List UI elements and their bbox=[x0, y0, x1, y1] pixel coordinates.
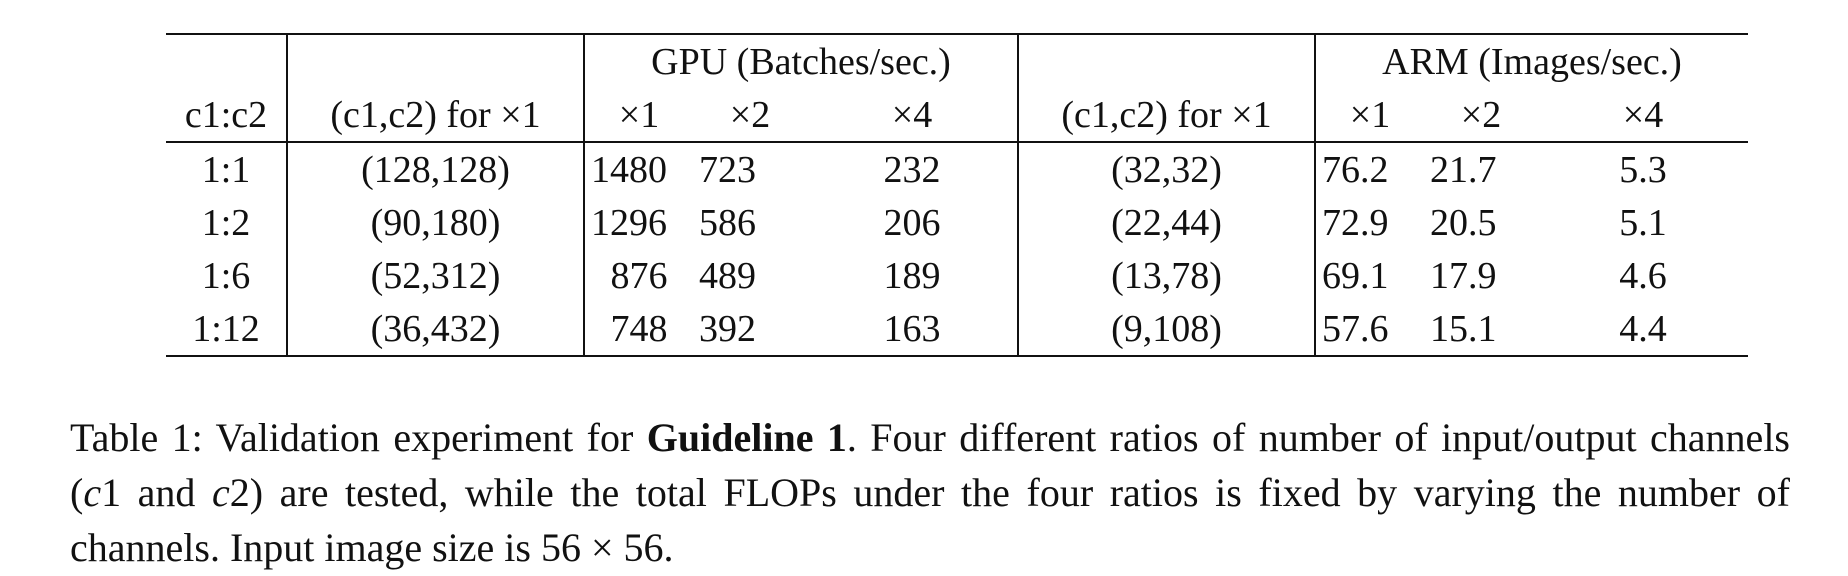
gpu-x1-cell: 1296 bbox=[591, 201, 667, 244]
arm-x1-cell: 72.9 bbox=[1322, 201, 1389, 244]
caption-label: Table 1: bbox=[70, 415, 203, 460]
caption-c1-symbol: c bbox=[83, 470, 102, 515]
arm-pair-cell: (32,32) bbox=[1018, 142, 1316, 196]
arm-x2-header: ×2 bbox=[1424, 88, 1538, 143]
arm-x2-cell: 20.5 bbox=[1430, 201, 1497, 244]
gpu-pair-cell: (90,180) bbox=[287, 196, 585, 249]
arm-x4-cell: 5.1 bbox=[1619, 201, 1667, 244]
gpu-pair-header: (c1,c2) for ×1 bbox=[287, 88, 585, 143]
gpu-x1-cell: 748 bbox=[584, 302, 693, 357]
gpu-x1-header: ×1 bbox=[584, 88, 693, 143]
arm-pair-cell: (13,78) bbox=[1018, 249, 1316, 302]
arm-x1-cell: 76.2 bbox=[1322, 148, 1389, 191]
gpu-x1-cell: 876 bbox=[610, 254, 668, 297]
arm-x4-cell: 4.4 bbox=[1538, 302, 1748, 357]
arm-x4-cell: 5.3 bbox=[1619, 148, 1667, 191]
table-row: 1:1 (128,128) 1480 723 232 (32,32) 76.2 … bbox=[166, 142, 1748, 196]
ratio-cell: 1:12 bbox=[166, 302, 288, 357]
table-row: 1:12 (36,432) 748 392 163 (9,108) 57.6 1… bbox=[166, 302, 1748, 357]
caption-c2-symbol: c bbox=[212, 470, 230, 515]
ratio-cell: 1:2 bbox=[166, 196, 288, 249]
arm-x4-cell: 4.6 bbox=[1619, 254, 1667, 297]
caption-text: ) are tested, while the total FLOPs unde… bbox=[70, 470, 1790, 570]
gpu-group-header: GPU (Batches/sec.) bbox=[584, 33, 1019, 88]
ratio-cell: 1:1 bbox=[166, 142, 288, 196]
arm-x1-header: ×1 bbox=[1315, 88, 1424, 143]
gpu-x2-cell: 723 bbox=[699, 148, 756, 191]
table-row: 1:2 (90,180) 1296 586 206 (22,44) 72.9 2… bbox=[166, 196, 1748, 249]
arm-group-header: ARM (Images/sec.) bbox=[1315, 33, 1748, 88]
arm-x1-cell: 57.6 bbox=[1315, 302, 1424, 357]
empty-header-cell bbox=[166, 33, 288, 88]
gpu-x2-cell: 392 bbox=[693, 302, 807, 357]
arm-x1-cell: 69.1 bbox=[1322, 254, 1389, 297]
gpu-x4-cell: 206 bbox=[807, 196, 1019, 249]
gpu-x2-header: ×2 bbox=[693, 88, 807, 143]
ratio-header: c1:c2 bbox=[166, 88, 288, 143]
arm-pair-cell: (22,44) bbox=[1018, 196, 1316, 249]
caption-c2-index: 2 bbox=[229, 470, 250, 515]
caption-text: Validation experiment for bbox=[215, 415, 634, 460]
gpu-x1-cell: 1480 bbox=[591, 148, 667, 191]
caption-text: . Four different ratios of number of inp… bbox=[70, 415, 1790, 515]
arm-x2-cell: 15.1 bbox=[1424, 302, 1538, 357]
gpu-x4-cell: 163 bbox=[807, 302, 1019, 357]
results-table: GPU (Batches/sec.) ARM (Images/sec.) c1:… bbox=[166, 33, 1748, 357]
ratio-cell: 1:6 bbox=[166, 249, 288, 302]
gpu-pair-cell: (52,312) bbox=[287, 249, 585, 302]
caption-c1-index: 1 bbox=[101, 470, 122, 515]
caption-and: and bbox=[121, 470, 212, 515]
arm-x2-cell: 17.9 bbox=[1430, 254, 1497, 297]
arm-x4-header: ×4 bbox=[1538, 88, 1748, 143]
gpu-x2-cell: 586 bbox=[699, 201, 756, 244]
empty-header-cell bbox=[1018, 33, 1316, 88]
table-row: 1:6 (52,312) 876 489 189 (13,78) 69.1 17… bbox=[166, 249, 1748, 302]
gpu-x4-cell: 232 bbox=[807, 142, 1019, 196]
arm-x2-cell: 21.7 bbox=[1430, 148, 1497, 191]
table-caption: Table 1: Validation experiment for Guide… bbox=[70, 410, 1790, 575]
gpu-x2-cell: 489 bbox=[699, 254, 756, 297]
arm-pair-header: (c1,c2) for ×1 bbox=[1018, 88, 1316, 143]
arm-pair-cell: (9,108) bbox=[1018, 302, 1316, 357]
gpu-x4-cell: 189 bbox=[807, 249, 1019, 302]
caption-guideline: Guideline 1 bbox=[646, 415, 847, 460]
gpu-pair-cell: (128,128) bbox=[287, 142, 585, 196]
column-header-row: c1:c2 (c1,c2) for ×1 ×1 ×2 ×4 (c1,c2) fo… bbox=[166, 88, 1748, 143]
gpu-x4-header: ×4 bbox=[807, 88, 1019, 143]
group-header-row: GPU (Batches/sec.) ARM (Images/sec.) bbox=[166, 33, 1748, 88]
gpu-pair-cell: (36,432) bbox=[287, 302, 585, 357]
empty-header-cell bbox=[287, 33, 585, 88]
